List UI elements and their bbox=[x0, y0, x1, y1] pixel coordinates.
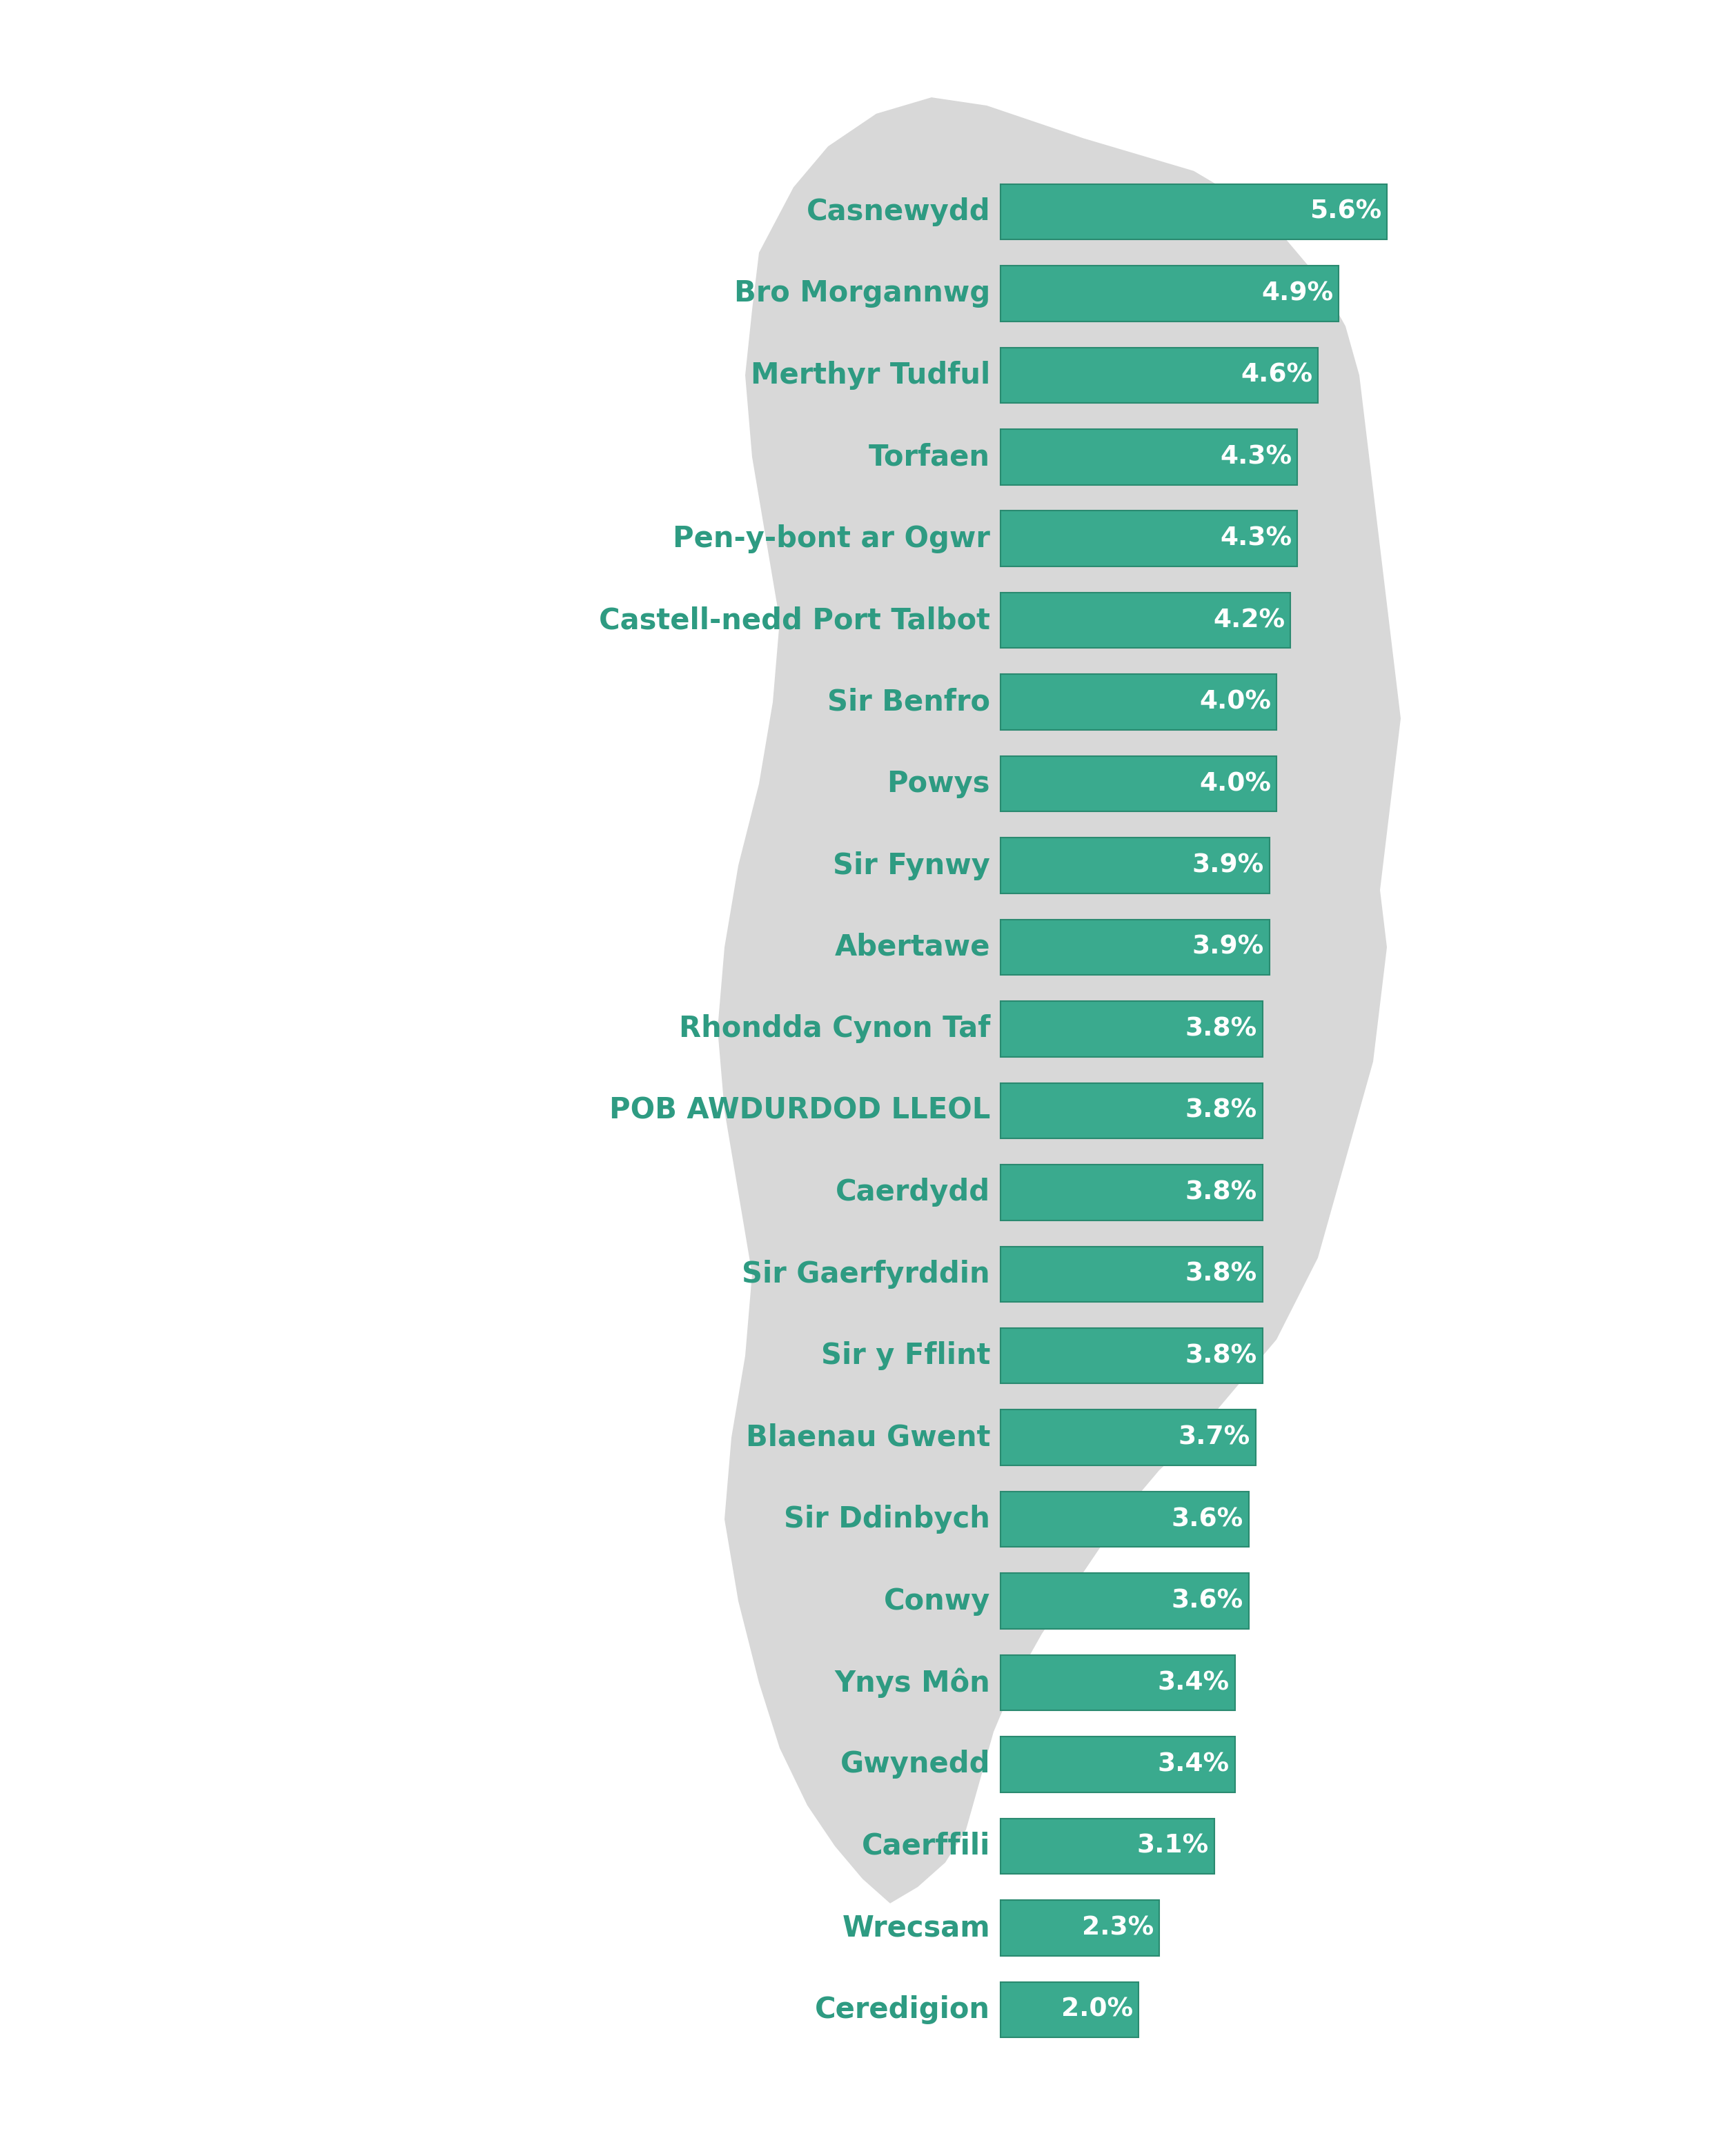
Text: 3.4%: 3.4% bbox=[1157, 1671, 1230, 1695]
Text: 5.6%: 5.6% bbox=[1309, 198, 1382, 224]
Bar bbox=[1000, 839, 1270, 893]
Text: 3.6%: 3.6% bbox=[1171, 1589, 1244, 1613]
Text: 4.9%: 4.9% bbox=[1261, 280, 1333, 306]
Text: 2.0%: 2.0% bbox=[1061, 1996, 1133, 2022]
Text: Castell-nedd Port Talbot: Castell-nedd Port Talbot bbox=[599, 606, 990, 634]
Text: Torfaen: Torfaen bbox=[869, 442, 990, 472]
Bar bbox=[1000, 1818, 1214, 1874]
Text: 3.9%: 3.9% bbox=[1192, 854, 1264, 877]
Text: 3.8%: 3.8% bbox=[1185, 1261, 1258, 1287]
Text: 4.0%: 4.0% bbox=[1199, 690, 1271, 714]
Bar bbox=[1000, 511, 1297, 567]
Text: 4.0%: 4.0% bbox=[1199, 772, 1271, 796]
Bar bbox=[1000, 1981, 1138, 2037]
Bar bbox=[1000, 1574, 1249, 1628]
Text: Casnewydd: Casnewydd bbox=[806, 198, 990, 226]
Text: Sir Benfro: Sir Benfro bbox=[828, 688, 990, 716]
Text: Ynys Môn: Ynys Môn bbox=[835, 1669, 990, 1697]
Text: Pen-y-bont ar Ogwr: Pen-y-bont ar Ogwr bbox=[673, 524, 990, 554]
Bar bbox=[1000, 183, 1387, 239]
Text: 3.8%: 3.8% bbox=[1185, 1343, 1258, 1369]
Bar bbox=[1000, 593, 1290, 649]
Text: Sir Fynwy: Sir Fynwy bbox=[833, 852, 990, 880]
Bar bbox=[1000, 1899, 1159, 1955]
Bar bbox=[1000, 675, 1276, 731]
Bar bbox=[1000, 1738, 1235, 1792]
Bar bbox=[1000, 1164, 1263, 1220]
Bar bbox=[1000, 265, 1339, 321]
Text: Rhondda Cynon Taf: Rhondda Cynon Taf bbox=[678, 1015, 990, 1044]
Bar bbox=[1000, 1082, 1263, 1138]
Text: Abertawe: Abertawe bbox=[835, 934, 990, 962]
Text: 4.6%: 4.6% bbox=[1240, 362, 1313, 388]
Text: 4.3%: 4.3% bbox=[1220, 526, 1292, 552]
Text: Conwy: Conwy bbox=[883, 1587, 990, 1615]
Text: 3.8%: 3.8% bbox=[1185, 1179, 1258, 1205]
Text: Sir y Fflint: Sir y Fflint bbox=[821, 1341, 990, 1371]
Text: 3.8%: 3.8% bbox=[1185, 1015, 1258, 1041]
Polygon shape bbox=[718, 97, 1401, 1904]
Bar bbox=[1000, 757, 1276, 811]
Bar bbox=[1000, 1000, 1263, 1056]
Text: Ceredigion: Ceredigion bbox=[814, 1994, 990, 2024]
Bar bbox=[1000, 918, 1270, 975]
Text: 2.3%: 2.3% bbox=[1082, 1915, 1154, 1940]
Text: 3.4%: 3.4% bbox=[1157, 1753, 1230, 1777]
Text: 3.7%: 3.7% bbox=[1178, 1425, 1251, 1451]
Text: 3.6%: 3.6% bbox=[1171, 1507, 1244, 1531]
Text: 3.1%: 3.1% bbox=[1137, 1835, 1209, 1858]
Bar bbox=[1000, 1492, 1249, 1548]
Text: Sir Gaerfyrddin: Sir Gaerfyrddin bbox=[742, 1259, 990, 1289]
Bar bbox=[1000, 1410, 1256, 1466]
Text: POB AWDURDOD LLEOL: POB AWDURDOD LLEOL bbox=[609, 1095, 990, 1125]
Text: Merthyr Tudful: Merthyr Tudful bbox=[750, 360, 990, 390]
Text: Powys: Powys bbox=[887, 770, 990, 798]
Text: 4.2%: 4.2% bbox=[1213, 608, 1285, 634]
Text: 3.8%: 3.8% bbox=[1185, 1097, 1258, 1123]
Text: Caerffili: Caerffili bbox=[861, 1833, 990, 1861]
Bar bbox=[1000, 1656, 1235, 1710]
Text: Wrecsam: Wrecsam bbox=[842, 1912, 990, 1943]
Bar bbox=[1000, 1246, 1263, 1302]
Text: Bro Morgannwg: Bro Morgannwg bbox=[735, 278, 990, 308]
Text: Blaenau Gwent: Blaenau Gwent bbox=[745, 1423, 990, 1451]
Text: 3.9%: 3.9% bbox=[1192, 936, 1264, 959]
Text: Caerdydd: Caerdydd bbox=[835, 1177, 990, 1207]
Text: 4.3%: 4.3% bbox=[1220, 444, 1292, 470]
Text: Sir Ddinbych: Sir Ddinbych bbox=[783, 1505, 990, 1533]
Bar bbox=[1000, 429, 1297, 485]
Bar bbox=[1000, 1328, 1263, 1384]
Text: Gwynedd: Gwynedd bbox=[840, 1751, 990, 1779]
Bar bbox=[1000, 347, 1318, 403]
